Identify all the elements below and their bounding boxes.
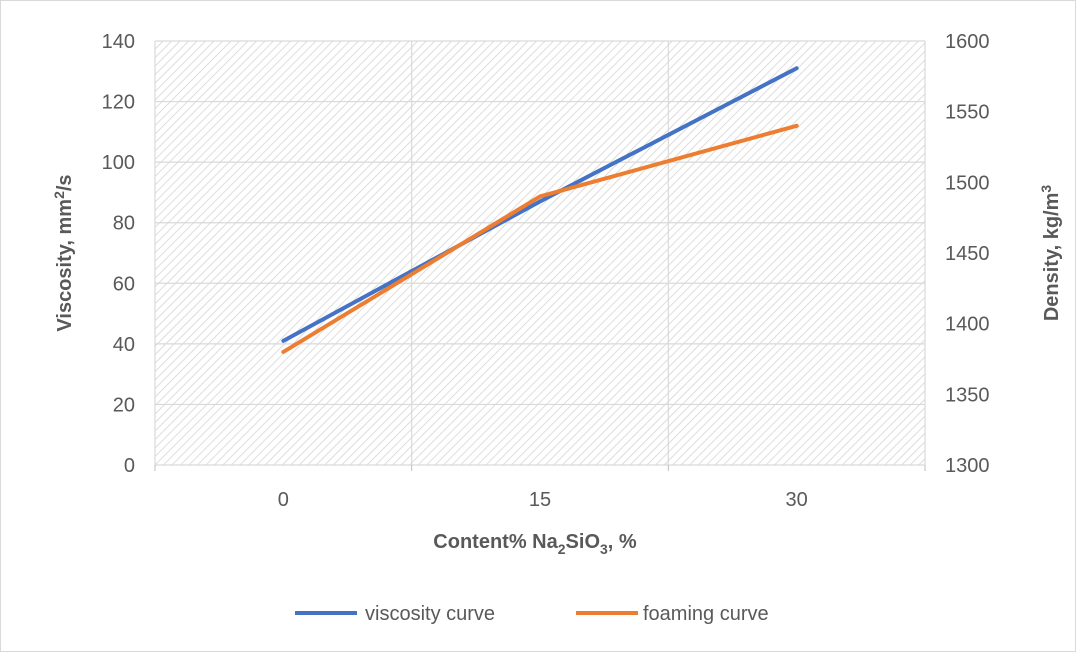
legend-label-viscosity: viscosity curve [365,603,495,625]
left-tick-label: 80 [113,213,135,235]
legend: viscosity curve foaming curve [295,603,769,625]
left-axis-title-sup: 2 [51,191,67,199]
left-tick-label: 20 [113,394,135,416]
right-tick-label: 1550 [945,102,990,124]
right-tick-label: 1450 [945,243,990,265]
right-tick-label: 1400 [945,314,990,336]
left-tick-label: 120 [102,92,135,114]
gridlines [154,40,926,471]
series-line-foaming [281,123,799,354]
right-tick-label: 1500 [945,172,990,194]
left-tick-label: 100 [102,152,135,174]
x-axis-ticks: 0 15 30 [278,489,808,511]
x-tick-label: 15 [529,489,551,511]
left-axis-ticks: 0 20 40 60 80 100 120 140 [102,31,135,477]
series-lines [281,66,799,354]
x-axis-title: Content% Na2SiO3, % [433,531,637,557]
left-tick-label: 60 [113,273,135,295]
plot-area [155,41,925,465]
right-tick-label: 1300 [945,455,990,477]
x-axis-title-sub2: 3 [600,541,608,557]
left-axis-title: Viscosity, mm2/s [51,174,76,331]
x-tick-label: 0 [278,489,289,511]
right-axis-title: Density, kg/m3 [1038,185,1063,322]
series-line-viscosity [281,66,799,343]
x-axis-title-sub1: 2 [558,541,566,557]
right-axis-ticks: 1300 1350 1400 1450 1500 1550 1600 [945,31,990,477]
left-tick-label: 0 [124,455,135,477]
left-tick-label: 40 [113,334,135,356]
left-tick-label: 140 [102,31,135,53]
right-axis-title-sup: 3 [1038,185,1054,193]
right-tick-label: 1600 [945,31,990,53]
legend-label-foaming: foaming curve [643,603,769,625]
x-tick-label: 30 [786,489,808,511]
right-tick-label: 1350 [945,384,990,406]
